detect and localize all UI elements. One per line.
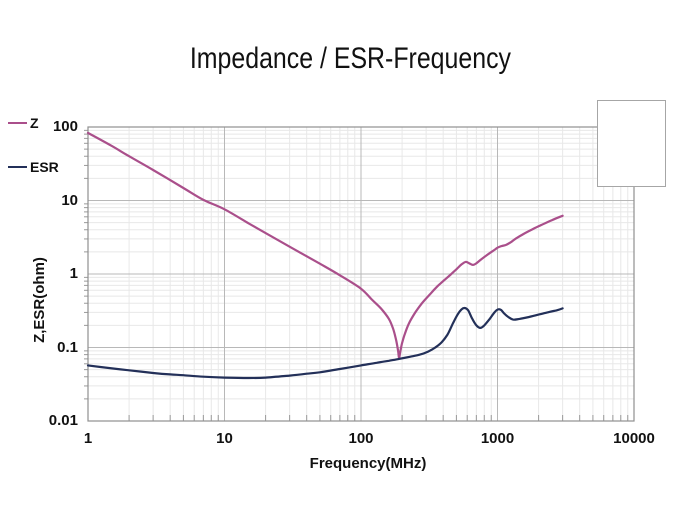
y-tick-label: 1 [69, 265, 78, 282]
x-tick-label: 100 [348, 430, 374, 447]
y-tick-label: 0.01 [48, 412, 78, 429]
legend-item-z: Z [0, 112, 700, 134]
esr-series-line [86, 306, 564, 380]
y-tick-label: 0.1 [57, 338, 78, 356]
x-tick-label: 10000 [613, 430, 655, 447]
legend-item-esr: ESR [0, 156, 700, 178]
plot-frame [87, 126, 635, 422]
chart-title: Impedance / ESR-Frequency [0, 42, 700, 76]
y-tick-label: 100 [52, 118, 78, 135]
legend-label-z: Z [30, 115, 39, 131]
x-tick-label: 10 [216, 430, 233, 447]
chart-title-text: Impedance / ESR-Frequency [189, 42, 511, 75]
y-tick-label: 10 [61, 191, 78, 209]
z-series-line [86, 131, 564, 360]
legend [597, 100, 666, 187]
x-tick-label: 1 [83, 430, 93, 447]
x-axis-label: Frequency(MHz) [309, 455, 427, 472]
z-line-swatch [8, 122, 27, 124]
esr-line-swatch [8, 166, 27, 168]
legend-label-esr: ESR [30, 159, 59, 175]
y-axis-label: Z,ESR(ohm) [31, 257, 48, 343]
x-tick-label: 1000 [480, 430, 515, 447]
